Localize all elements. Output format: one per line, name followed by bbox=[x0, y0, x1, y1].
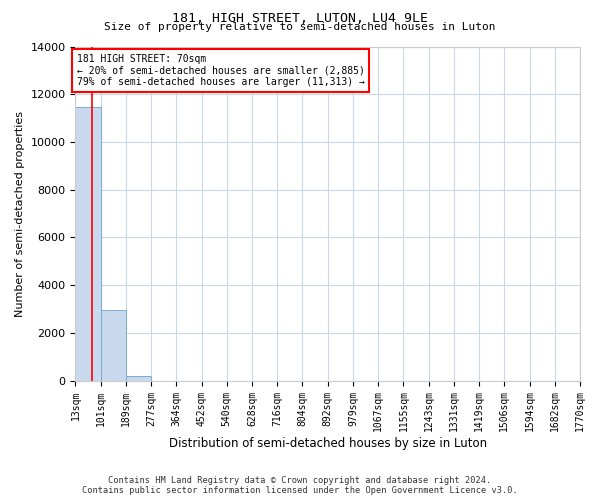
X-axis label: Distribution of semi-detached houses by size in Luton: Distribution of semi-detached houses by … bbox=[169, 437, 487, 450]
Bar bbox=[76, 108, 101, 380]
Text: 181 HIGH STREET: 70sqm
← 20% of semi-detached houses are smaller (2,885)
79% of : 181 HIGH STREET: 70sqm ← 20% of semi-det… bbox=[77, 54, 365, 87]
Text: Contains HM Land Registry data © Crown copyright and database right 2024.
Contai: Contains HM Land Registry data © Crown c… bbox=[82, 476, 518, 495]
Text: Size of property relative to semi-detached houses in Luton: Size of property relative to semi-detach… bbox=[104, 22, 496, 32]
Bar bbox=[101, 310, 126, 380]
Y-axis label: Number of semi-detached properties: Number of semi-detached properties bbox=[15, 110, 25, 316]
Bar bbox=[126, 376, 151, 380]
Text: 181, HIGH STREET, LUTON, LU4 9LE: 181, HIGH STREET, LUTON, LU4 9LE bbox=[172, 12, 428, 26]
